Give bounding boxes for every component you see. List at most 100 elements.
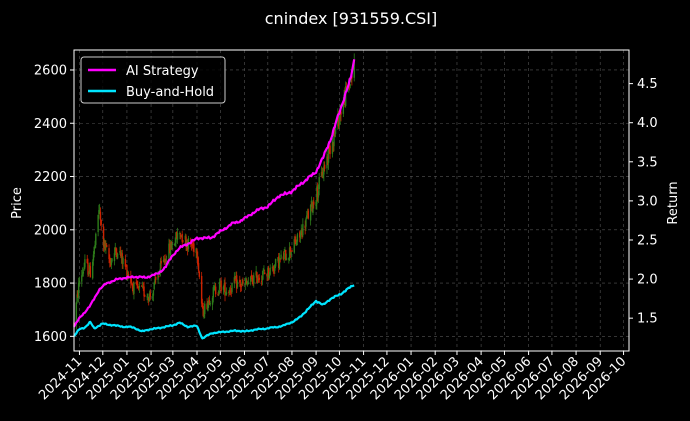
candle-body	[246, 281, 248, 283]
candle-body	[214, 286, 216, 289]
candle-body	[219, 281, 222, 284]
candle-body	[280, 254, 282, 259]
candle-body	[333, 131, 335, 147]
candle-body	[141, 285, 143, 287]
candle-body	[82, 271, 85, 274]
candle-body	[323, 166, 325, 175]
candle-body	[242, 280, 244, 284]
candle-body	[274, 259, 277, 267]
candle-body	[93, 246, 95, 254]
candle-body	[130, 282, 133, 284]
candle-body	[120, 252, 123, 258]
candle-body	[110, 259, 113, 265]
candle-body	[353, 61, 355, 78]
right-tick-label: 3.5	[637, 155, 658, 170]
candle-body	[317, 191, 320, 198]
candle-body	[195, 248, 197, 253]
candle-body	[293, 239, 295, 253]
candle-body	[322, 174, 324, 178]
candle-body	[152, 290, 155, 296]
candle-body	[247, 282, 250, 285]
candle-body	[233, 277, 236, 284]
candle-body	[225, 292, 228, 294]
left-tick-label: 1800	[34, 277, 67, 292]
candle-body	[337, 113, 339, 127]
candle-body	[279, 258, 281, 260]
candle-body	[202, 306, 204, 316]
candle-body	[158, 275, 160, 277]
candle-body	[120, 252, 122, 257]
candle-body	[274, 264, 276, 271]
candle-body	[109, 258, 111, 262]
candle-body	[184, 235, 187, 240]
candle-body	[295, 242, 298, 246]
legend-label-ai-strategy: AI Strategy	[126, 64, 199, 79]
candle-body	[320, 171, 323, 176]
candle-body	[291, 250, 293, 252]
candle-body	[99, 211, 102, 221]
candle-body	[98, 210, 100, 215]
candle-body	[155, 277, 157, 280]
candle-body	[285, 258, 288, 261]
candle-body	[197, 256, 199, 265]
candle-body	[121, 253, 123, 264]
candle-body	[168, 243, 170, 261]
chart-title: cnindex [931559.CSI]	[265, 9, 438, 28]
candle-body	[176, 231, 178, 239]
candle-body	[301, 231, 303, 238]
candle-body	[91, 261, 94, 279]
candle-body	[147, 296, 149, 298]
candle-body	[141, 286, 144, 287]
candle-body	[76, 294, 78, 302]
candle-body	[213, 287, 215, 289]
candle-body	[331, 141, 334, 154]
candle-body	[179, 234, 182, 237]
candle-body	[180, 235, 183, 238]
candle-body	[224, 282, 226, 296]
left-axis: 1600 1800 2000 2200 2400 2600	[34, 63, 74, 345]
candle-body	[170, 241, 173, 250]
candle-body	[267, 267, 269, 278]
candle-body	[239, 279, 241, 283]
candle-body	[334, 125, 337, 134]
candle-body	[296, 234, 299, 242]
candle-body	[329, 145, 331, 155]
candle-body	[171, 243, 173, 250]
candle-body	[207, 300, 210, 304]
candle-body	[115, 247, 117, 252]
candle-body	[169, 242, 172, 256]
candle-body	[315, 201, 317, 207]
candle-body	[235, 277, 237, 279]
candle-body	[294, 239, 296, 242]
candle-body	[261, 275, 264, 281]
candle-body	[268, 274, 271, 279]
candle-body	[313, 201, 315, 205]
candle-body	[88, 265, 91, 274]
candle-body	[228, 291, 230, 294]
right-axis: 1.5 2.0 2.5 3.0 3.5 4.0 4.5	[629, 77, 658, 327]
candle-body	[204, 303, 206, 315]
candle-body	[116, 252, 118, 257]
candle-body	[81, 275, 83, 282]
candle-body	[306, 215, 308, 220]
candle-body	[318, 177, 320, 190]
candle-body	[165, 260, 167, 262]
candle-body	[130, 276, 132, 283]
candle-body	[299, 232, 301, 238]
candle-body	[257, 279, 259, 282]
candle-body	[236, 281, 239, 288]
candle-body	[218, 290, 220, 293]
candle-body	[102, 226, 105, 247]
candle-body	[272, 267, 274, 271]
candle-body	[108, 248, 110, 259]
right-tick-label: 4.0	[637, 116, 658, 131]
candle-body	[200, 276, 203, 304]
candle-body	[154, 278, 156, 283]
left-tick-label: 2000	[34, 223, 67, 238]
candle-body	[190, 243, 193, 246]
candle-body	[181, 233, 183, 242]
candle-body	[309, 204, 312, 221]
candle-body	[198, 271, 201, 277]
candle-body	[165, 261, 168, 263]
candle-body	[113, 253, 116, 262]
